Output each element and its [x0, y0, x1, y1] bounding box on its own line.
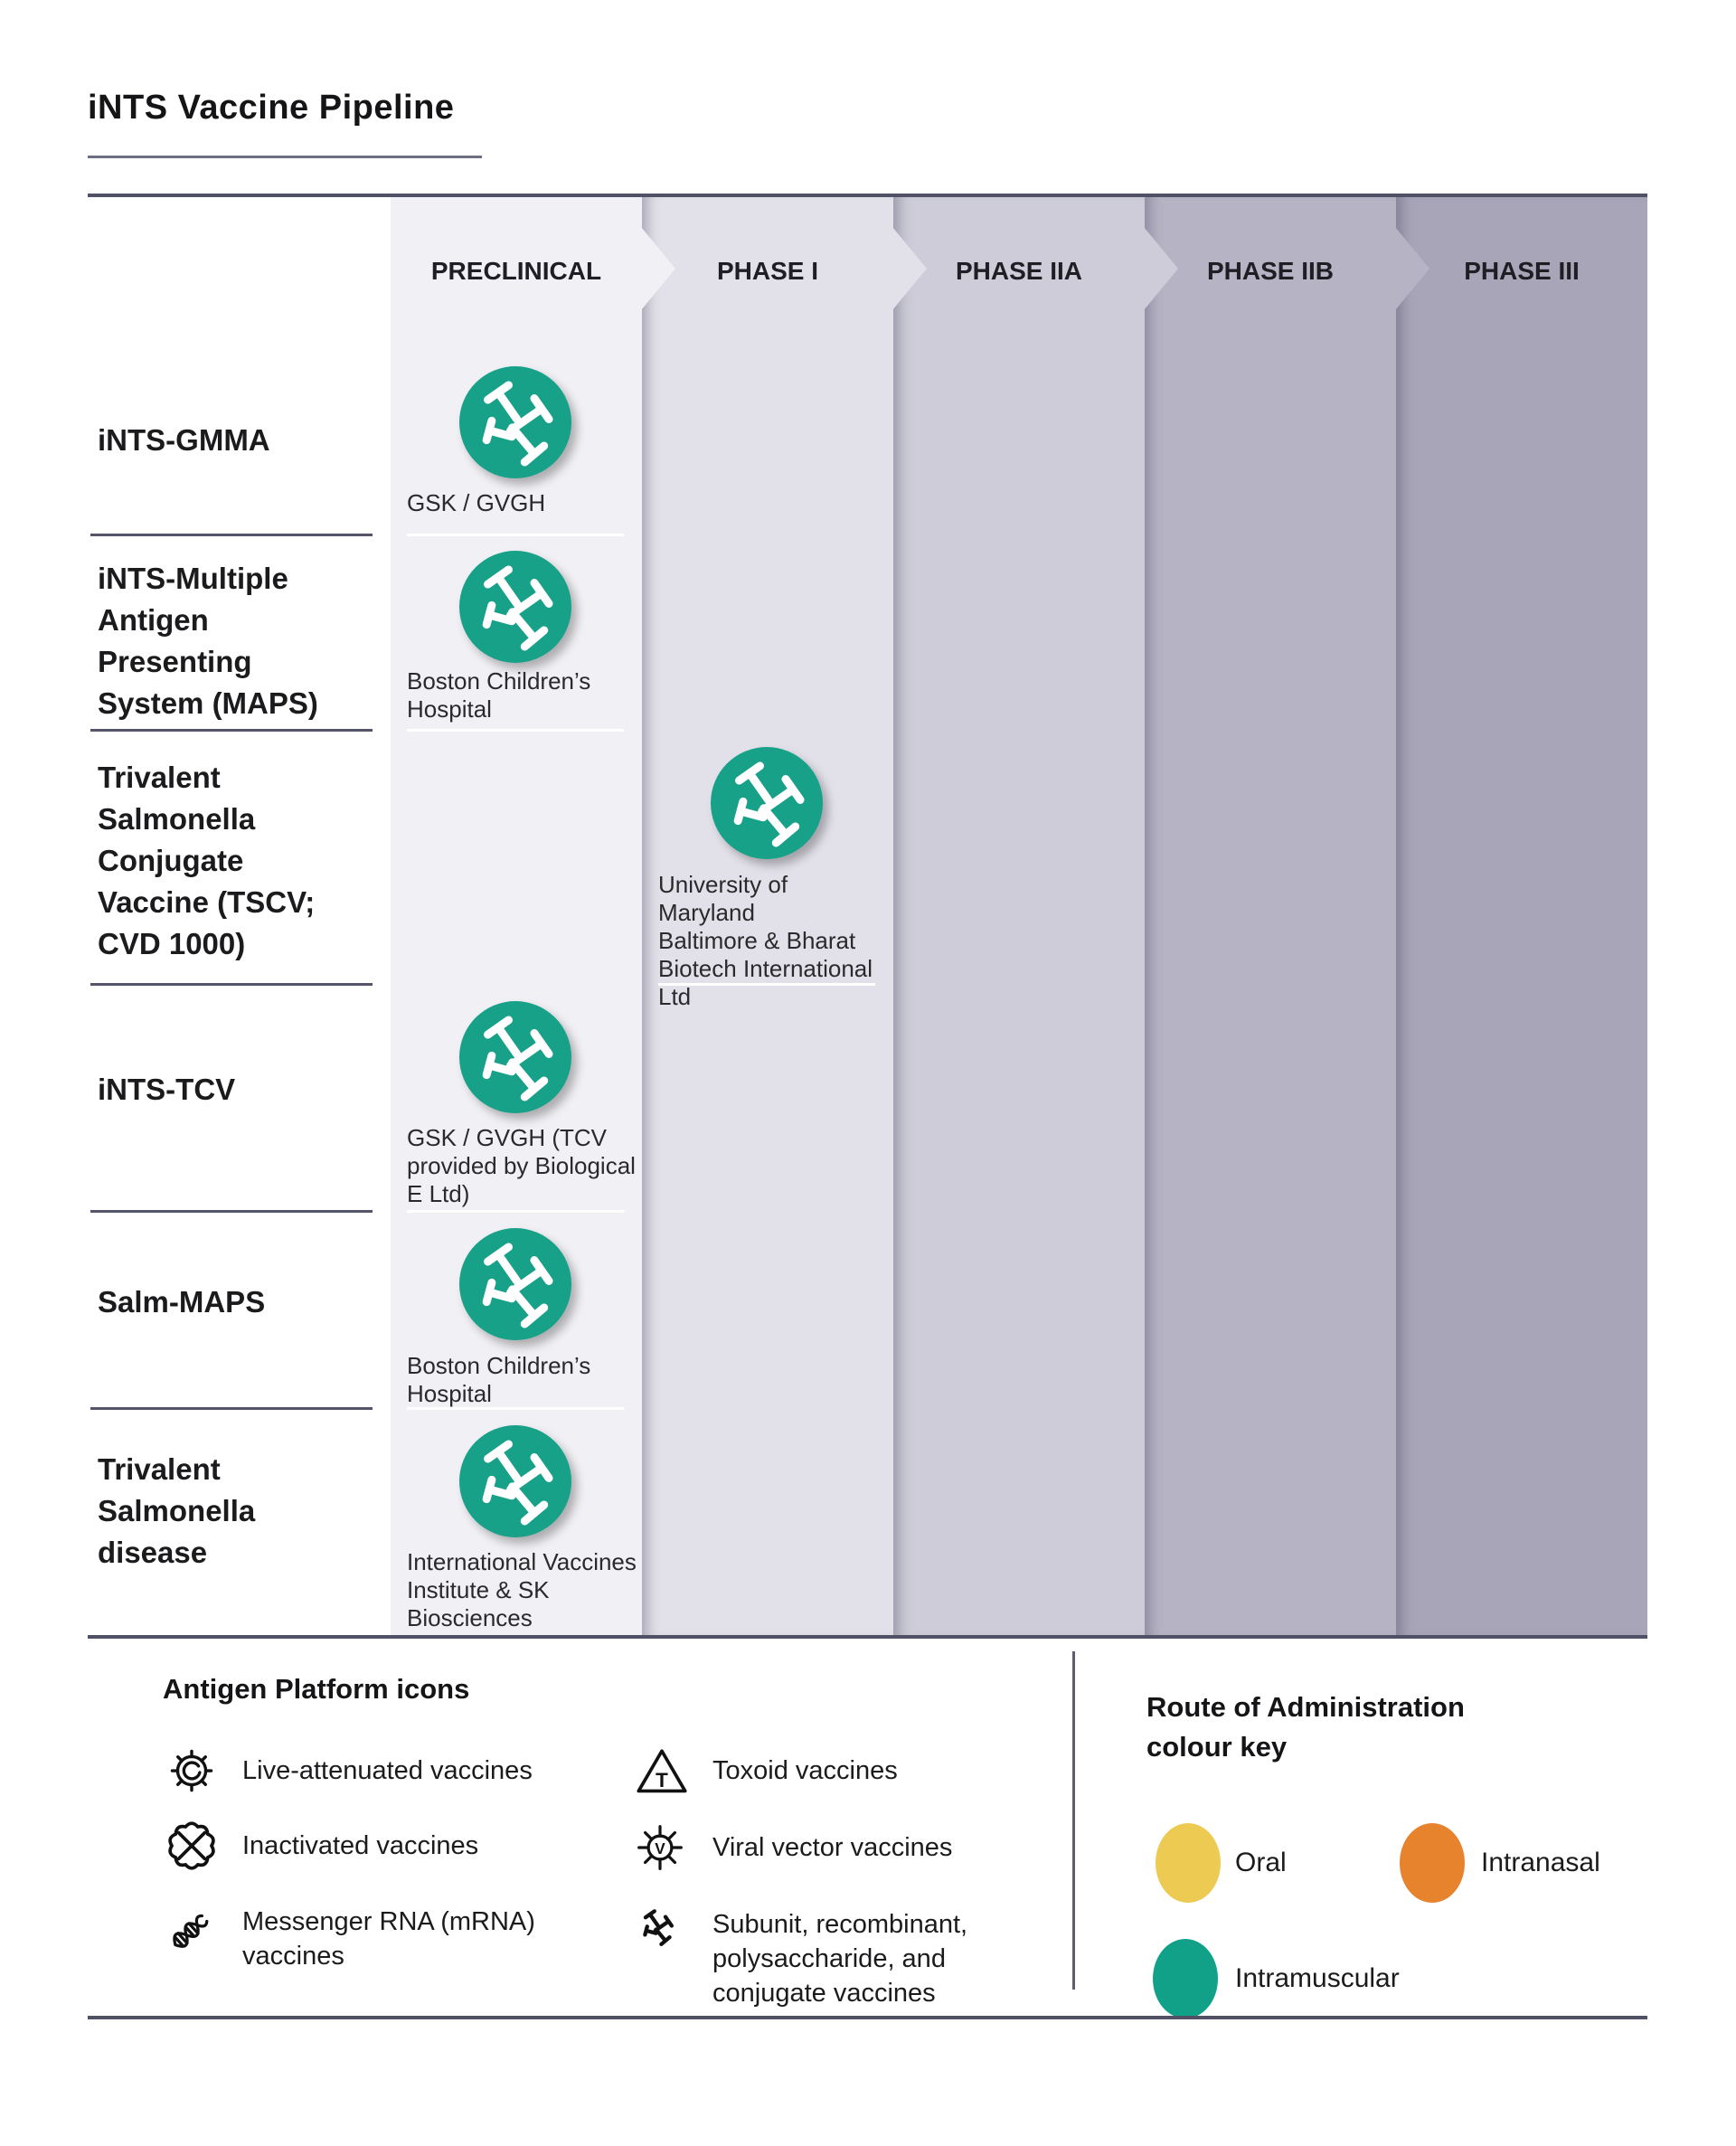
- mrna-helix-icon: [173, 1914, 209, 1948]
- phase-header-phase-3: PHASE III: [1464, 257, 1580, 285]
- row-separator: [90, 729, 373, 732]
- row-separator: [90, 1407, 373, 1410]
- legend-item-label: Live-attenuated vaccines: [242, 1756, 533, 1785]
- route-label-intranasal: Intranasal: [1481, 1848, 1600, 1877]
- column-row-separator: [407, 729, 624, 732]
- sponsor-label: Boston Children’s Hospital: [407, 667, 591, 723]
- sponsor-label: Boston Children’s Hospital: [407, 1352, 591, 1407]
- top-rule: [88, 194, 1647, 197]
- column-phase-2b: [1145, 197, 1396, 1635]
- route-label-oral: Oral: [1235, 1848, 1287, 1877]
- legend-item-label: Toxoid vaccines: [712, 1756, 898, 1785]
- antigen-legend-heading: Antigen Platform icons: [163, 1673, 470, 1705]
- title-underline: [88, 156, 482, 158]
- route-key-heading: Route of Administration colour key: [1146, 1691, 1465, 1763]
- phase-header-phase-2b: PHASE IIB: [1206, 257, 1335, 285]
- subunit-conjugate-vaccine-icon: [459, 1228, 571, 1340]
- vaccine-row-label: Trivalent Salmonella disease: [98, 1452, 256, 1569]
- column-row-separator: [407, 1210, 624, 1213]
- svg-text:V: V: [655, 1839, 665, 1858]
- intranasal-swatch: [1400, 1823, 1465, 1903]
- subunit-conjugate-vaccine-icon: [459, 366, 571, 478]
- phase-header-preclinical: PRECLINICAL: [430, 257, 602, 285]
- sponsor-label: University of Maryland Baltimore & Bhara…: [658, 871, 873, 1010]
- vaccine-row-label: Salm-MAPS: [98, 1285, 266, 1319]
- inactivated-virus-icon: [168, 1821, 215, 1870]
- route-label-intramuscular: Intramuscular: [1235, 1963, 1400, 1993]
- legend-item-label: Viral vector vaccines: [712, 1833, 953, 1862]
- vaccine-row-label: iNTS-Multiple Antigen Presenting System …: [98, 562, 318, 720]
- sponsor-label: GSK / GVGH (TCV provided by Biological E…: [407, 1124, 636, 1207]
- page-title: iNTS Vaccine Pipeline: [88, 89, 455, 127]
- sponsor-label: GSK / GVGH: [407, 489, 546, 516]
- subunit-conjugate-icon: [633, 1903, 682, 1952]
- subunit-conjugate-vaccine-icon: [459, 551, 571, 663]
- legend-item-label: Subunit, recombinant, polysaccharide, an…: [712, 1910, 968, 2008]
- subunit-conjugate-vaccine-icon: [459, 1001, 571, 1113]
- column-phase-2a: [893, 197, 1145, 1635]
- svg-text:T: T: [656, 1769, 668, 1791]
- viral-vector-icon: V: [637, 1825, 683, 1870]
- page-bottom-rule: [88, 2016, 1647, 2019]
- column-row-separator: [407, 534, 624, 536]
- row-separator: [90, 983, 373, 986]
- vaccine-row-label: iNTS-GMMA: [98, 423, 270, 457]
- pipeline-bottom-rule: [88, 1635, 1647, 1639]
- subunit-conjugate-vaccine-icon: [459, 1425, 571, 1537]
- legend-divider: [1072, 1651, 1075, 1990]
- live-attenuated-virus-icon: [170, 1749, 213, 1792]
- sponsor-label: International Vaccines Institute & SK Bi…: [407, 1548, 637, 1631]
- legend-item-label: Messenger RNA (mRNA) vaccines: [242, 1907, 535, 1971]
- vaccine-row-label: iNTS-TCV: [98, 1073, 236, 1106]
- oral-swatch: [1156, 1823, 1221, 1903]
- column-row-separator: [407, 1407, 624, 1410]
- column-row-separator: [658, 983, 875, 986]
- row-separator: [90, 1210, 373, 1213]
- phase-header-phase-2a: PHASE IIA: [955, 257, 1083, 285]
- subunit-conjugate-vaccine-icon: [711, 747, 823, 859]
- column-phase-3: [1396, 197, 1647, 1635]
- intramuscular-swatch: [1153, 1939, 1218, 2018]
- legend-item-label: Inactivated vaccines: [242, 1831, 479, 1860]
- vaccine-row-label: Trivalent Salmonella Conjugate Vaccine (…: [98, 761, 316, 960]
- column-phase-1: [642, 197, 893, 1635]
- row-separator: [90, 534, 373, 536]
- phase-header-phase-1: PHASE I: [716, 257, 819, 285]
- toxoid-triangle-icon: T: [637, 1749, 687, 1793]
